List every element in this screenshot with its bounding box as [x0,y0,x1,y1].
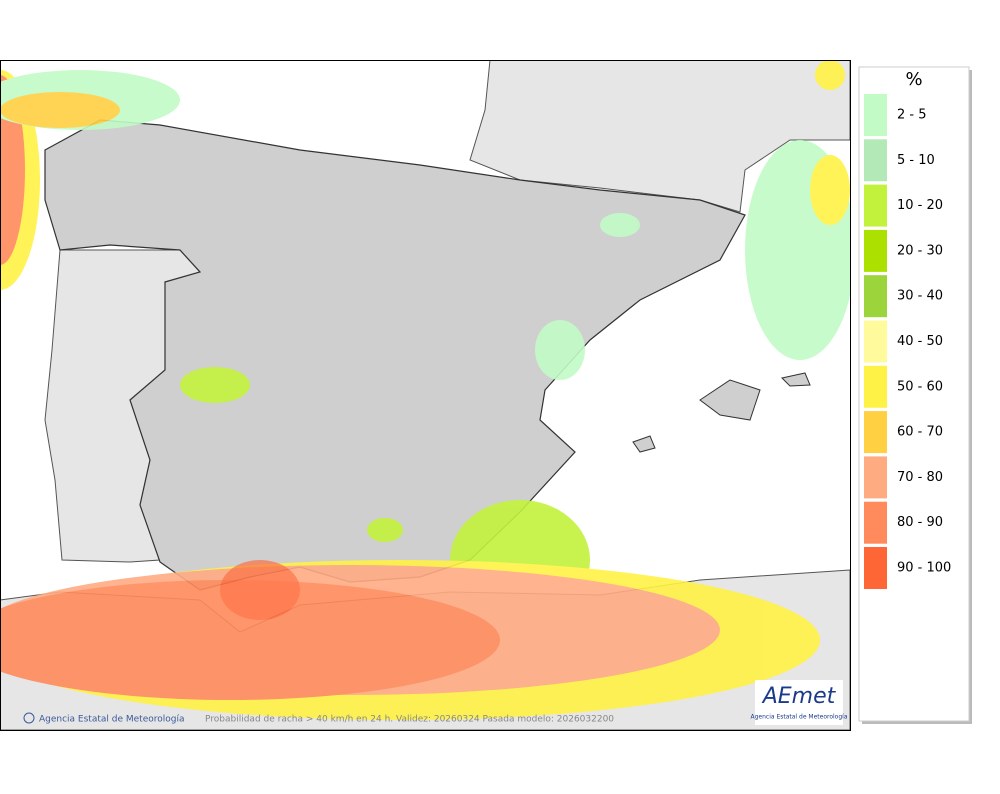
legend-label: 40 - 50 [897,334,943,349]
agency: Agencia Estatal de Meteorología [39,715,185,725]
legend-swatch [864,139,887,182]
legend-swatch [864,320,887,363]
legend-label: 2 - 5 [897,108,927,123]
legend-label: 80 - 90 [897,515,943,530]
legend-swatch [864,501,887,544]
probability-fields [0,60,850,720]
legend-label: 90 - 100 [897,561,951,576]
legend-swatch [864,275,887,318]
legend: 2 - 5 5 - 10 10 - 20 20 - 30 30 - 40 40 - 50 5… [864,94,951,589]
map-frame [0,60,851,731]
caption: Probabilidad de racha > 40 km/h en 24 h.… [205,715,614,725]
copyright-icon [23,712,35,724]
logo-subtitle: Agencia Estatal de Meteorología [751,714,848,721]
legend-swatch [864,411,887,454]
legend-title: % [905,69,922,90]
legend-label: 50 - 60 [897,379,943,394]
france [469,60,850,213]
legend-swatch [864,547,887,589]
legend-swatch [864,365,887,408]
logo: AEmet Agencia Estatal de Meteorología [751,680,848,725]
map: AEmet Agencia Estatal de Meteorología Ag… [0,60,850,730]
logo-box [755,680,843,725]
legend-label: 60 - 70 [897,425,943,440]
legend-label: 5 - 10 [897,153,935,168]
legend-label: 30 - 40 [897,289,943,304]
legend-label: 20 - 30 [897,243,943,258]
legend-label: 70 - 80 [897,470,943,485]
legend-label: 10 - 20 [897,198,943,213]
legend-swatch [864,456,887,499]
ibiza [632,435,656,453]
legend-swatch [864,184,887,227]
mallorca [699,379,761,421]
legend-swatch [864,229,887,272]
logo-text: AEmet [761,684,837,709]
menorca [780,372,811,387]
legend-swatch [864,94,887,136]
